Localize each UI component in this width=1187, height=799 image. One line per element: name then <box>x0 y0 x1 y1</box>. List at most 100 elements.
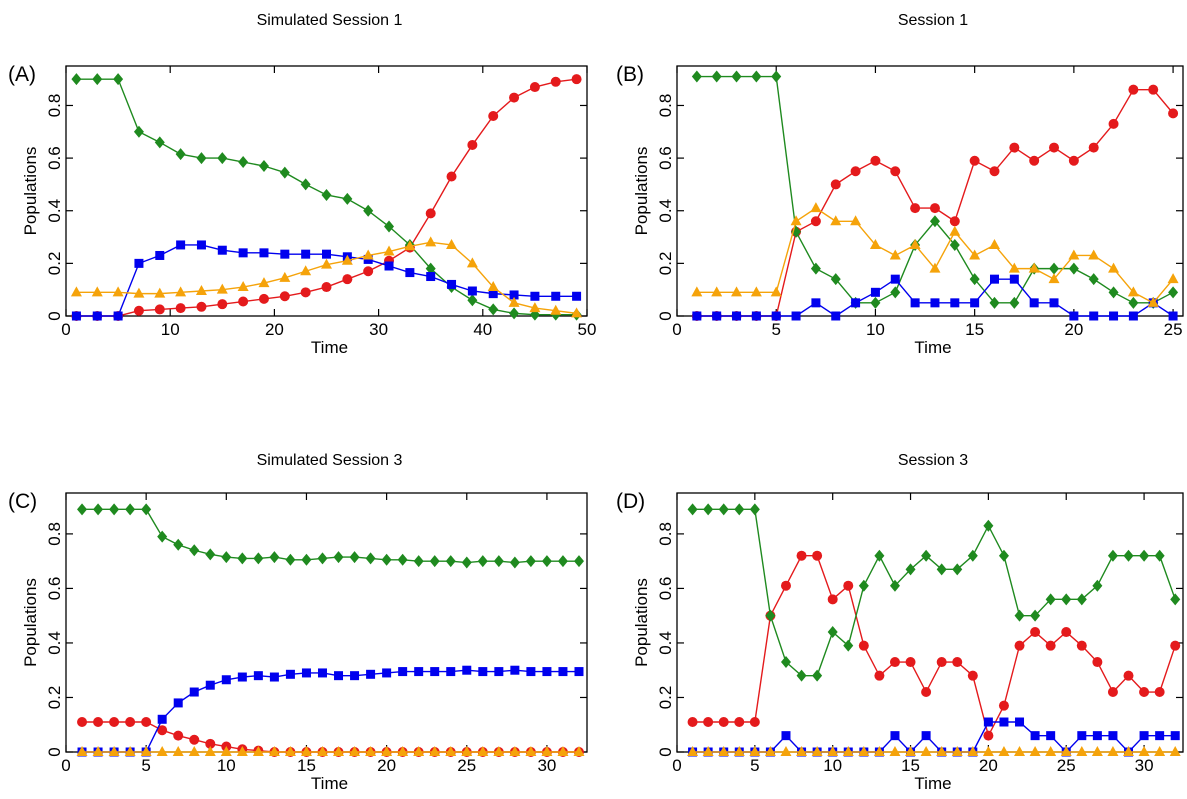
plot-frame <box>65 65 588 317</box>
data-point-triangle <box>750 286 762 297</box>
data-point-triangle <box>731 286 743 297</box>
data-point-circle <box>157 725 168 736</box>
data-point-circle <box>467 139 478 150</box>
data-point-square <box>301 668 311 678</box>
series-triangle <box>76 746 585 756</box>
data-point-triangle <box>929 262 941 273</box>
data-point-triangle <box>108 746 120 756</box>
y-axis-label: Populations <box>632 147 651 236</box>
data-point-square <box>92 311 102 321</box>
data-point-diamond <box>125 503 136 516</box>
data-point-circle <box>205 738 216 749</box>
data-point-diamond <box>557 555 568 568</box>
data-point-triangle <box>969 249 981 260</box>
data-point-diamond <box>196 152 207 165</box>
data-point-triangle <box>1014 746 1026 756</box>
data-point-triangle <box>279 271 291 282</box>
data-point-square <box>189 687 199 697</box>
data-point-square <box>478 667 488 677</box>
data-point-triangle <box>268 746 280 756</box>
x-tick-label: 10 <box>217 756 236 775</box>
data-point-square <box>851 298 861 308</box>
data-point-square <box>334 671 344 681</box>
data-point-square <box>558 667 568 677</box>
data-point-triangle <box>780 746 792 756</box>
data-point-circle <box>967 670 978 681</box>
data-point-diamond <box>237 552 248 565</box>
data-point-diamond <box>1068 262 1079 275</box>
data-point-square <box>1089 311 1099 321</box>
data-point-triangle <box>936 746 948 756</box>
data-point-circle <box>571 74 582 85</box>
data-point-diamond <box>317 552 328 565</box>
data-point-square <box>574 667 584 677</box>
data-point-diamond <box>175 148 186 161</box>
data-point-circle <box>189 734 200 745</box>
series-line <box>692 721 1176 754</box>
data-point-triangle <box>1147 296 1159 307</box>
data-point-diamond <box>691 70 702 83</box>
data-point-diamond <box>983 519 994 532</box>
data-point-square <box>1015 717 1025 727</box>
data-point-triangle <box>842 746 854 756</box>
x-tick-label: 30 <box>537 756 556 775</box>
data-point-square <box>285 669 295 679</box>
data-point-diamond <box>1076 593 1087 606</box>
data-point-triangle <box>92 746 104 756</box>
data-point-diamond <box>342 192 353 205</box>
data-point-circle <box>1154 687 1165 698</box>
data-point-circle <box>1088 142 1099 153</box>
data-point-square <box>1077 731 1087 741</box>
y-tick-label: 0.2 <box>45 686 64 710</box>
data-point-triangle <box>124 746 136 756</box>
data-point-circle <box>509 92 520 103</box>
data-point-triangle <box>889 249 901 260</box>
data-point-square <box>447 279 457 289</box>
y-tick-label: 0.8 <box>656 522 675 546</box>
x-tick-label: 25 <box>1164 320 1183 339</box>
data-point-triangle <box>1107 746 1119 756</box>
data-point-square <box>692 311 702 321</box>
x-tick-label: 20 <box>377 756 396 775</box>
data-point-circle <box>718 717 729 728</box>
data-point-square <box>921 731 931 741</box>
data-point-diamond <box>269 551 280 564</box>
data-point-circle <box>969 155 980 166</box>
data-point-triangle <box>525 746 537 756</box>
data-point-square <box>238 248 248 258</box>
chart-title: Simulated Session 3 <box>257 452 403 469</box>
data-point-diamond <box>687 503 698 516</box>
data-point-square <box>366 669 376 679</box>
data-point-circle <box>1148 84 1159 95</box>
data-point-triangle <box>1029 746 1041 756</box>
data-point-square <box>405 268 415 278</box>
data-point-square <box>1092 731 1102 741</box>
x-tick-label: 5 <box>771 320 780 339</box>
data-point-triangle <box>949 225 961 236</box>
data-point-circle <box>1049 142 1060 153</box>
data-point-circle <box>921 687 932 698</box>
data-point-diamond <box>113 73 124 86</box>
data-point-square <box>950 298 960 308</box>
chart-panel-c: Simulated Session 3 (C) 0 5 10 15 20 25 30 0 0.2 0.… <box>8 452 588 793</box>
data-point-diamond <box>205 548 216 561</box>
data-point-triangle <box>764 746 776 756</box>
data-point-diamond <box>301 553 312 566</box>
data-point-diamond <box>333 551 344 564</box>
data-point-diamond <box>189 544 200 557</box>
data-point-circle <box>1139 687 1150 698</box>
data-point-diamond <box>749 503 760 516</box>
data-point-square <box>983 717 993 727</box>
data-point-square <box>1049 298 1059 308</box>
series-square <box>77 665 584 757</box>
x-tick-label: 10 <box>823 756 842 775</box>
data-point-diamond <box>703 503 714 516</box>
data-point-diamond <box>1014 609 1025 622</box>
x-tick-label: 30 <box>1135 756 1154 775</box>
data-point-square <box>811 298 821 308</box>
data-point-square <box>989 274 999 284</box>
data-point-circle <box>141 717 152 728</box>
data-point-square <box>791 311 801 321</box>
y-tick-label: 0.4 <box>656 631 675 655</box>
